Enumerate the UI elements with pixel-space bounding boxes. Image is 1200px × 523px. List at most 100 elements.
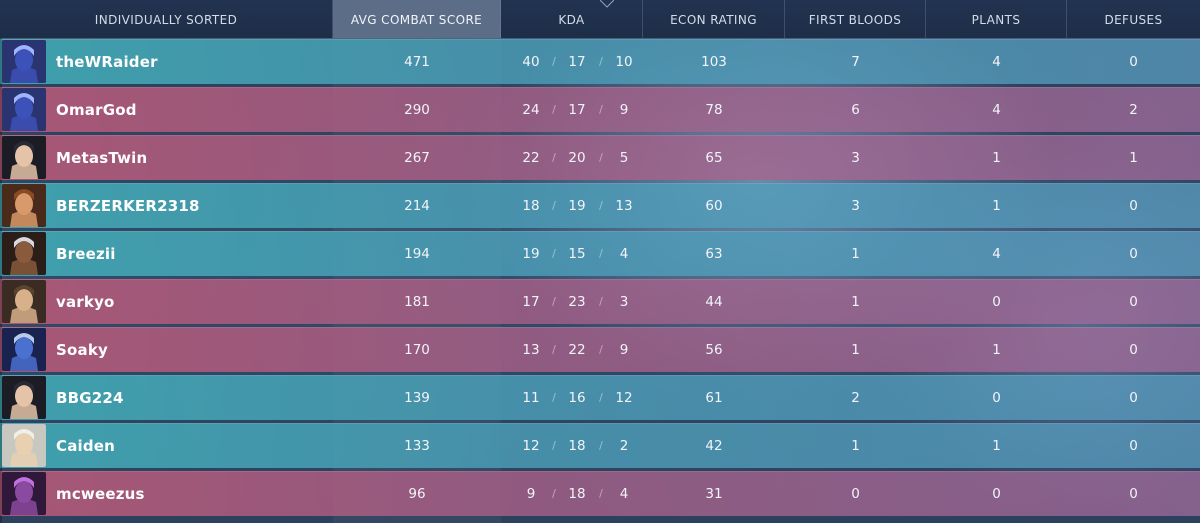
player-row[interactable]: Breezii 194 19 / 15 / 4 63 1 4 0 — [0, 231, 1200, 276]
econ-rating-value: 78 — [705, 102, 723, 118]
kda-sort-notch-icon — [600, 0, 614, 8]
kda-separator: / — [599, 343, 603, 356]
player-row[interactable]: varkyo 181 17 / 23 / 3 44 1 0 0 — [0, 279, 1200, 324]
player-row[interactable]: theWRaider 471 40 / 17 / 10 103 7 4 0 — [0, 39, 1200, 84]
acs-value: 267 — [404, 150, 430, 166]
first-bloods-value: 2 — [851, 390, 860, 406]
acs-value: 290 — [404, 102, 430, 118]
assists-value: 4 — [619, 486, 629, 502]
deaths-value: 18 — [568, 438, 586, 454]
kda-separator: / — [599, 391, 603, 404]
econ-rating-value: 44 — [705, 294, 723, 310]
defuses-value: 0 — [1129, 486, 1138, 502]
row-divider — [0, 183, 1200, 184]
header-avg-combat-score[interactable]: AVG COMBAT SCORE — [333, 0, 501, 38]
kills-value: 19 — [522, 246, 540, 262]
plants-value: 4 — [992, 102, 1001, 118]
first-bloods-value: 6 — [851, 102, 860, 118]
player-name: Caiden — [56, 437, 116, 455]
acs-value: 133 — [404, 438, 430, 454]
kills-value: 17 — [522, 294, 540, 310]
plants-value: 1 — [992, 438, 1001, 454]
row-divider — [0, 327, 1200, 328]
row-divider — [0, 423, 1200, 424]
kda-separator: / — [552, 439, 556, 452]
kda-separator: / — [552, 487, 556, 500]
header-kda[interactable]: KDA — [501, 0, 643, 38]
deaths-value: 20 — [568, 150, 586, 166]
defuses-value: 0 — [1129, 438, 1138, 454]
kda-separator: / — [599, 439, 603, 452]
player-row[interactable]: mcweezus 96 9 / 18 / 4 31 0 0 0 — [0, 471, 1200, 516]
row-divider — [0, 87, 1200, 88]
header-econ-rating[interactable]: ECON RATING — [643, 0, 785, 38]
defuses-value: 0 — [1129, 294, 1138, 310]
player-row[interactable]: Caiden 133 12 / 18 / 2 42 1 1 0 — [0, 423, 1200, 468]
first-bloods-value: 3 — [851, 150, 860, 166]
player-row[interactable]: Soaky 170 13 / 22 / 9 56 1 1 0 — [0, 327, 1200, 372]
kda-separator: / — [599, 103, 603, 116]
acs-value: 181 — [404, 294, 430, 310]
player-name: mcweezus — [56, 485, 145, 503]
defuses-value: 2 — [1129, 102, 1138, 118]
agent-brimstone-icon — [2, 184, 46, 227]
agent-sage-icon — [2, 376, 46, 419]
kda-separator: / — [552, 391, 556, 404]
agent-yoru-icon — [2, 328, 46, 371]
first-bloods-value: 1 — [851, 342, 860, 358]
player-row[interactable]: BERZERKER2318 214 18 / 19 / 13 60 3 1 0 — [0, 183, 1200, 228]
kda-separator: / — [599, 151, 603, 164]
row-divider — [0, 471, 1200, 472]
header-first-bloods[interactable]: FIRST BLOODS — [785, 0, 926, 38]
player-row[interactable]: MetasTwin 267 22 / 20 / 5 65 3 1 1 — [0, 135, 1200, 180]
kda-separator: / — [552, 343, 556, 356]
econ-rating-value: 103 — [701, 54, 727, 70]
row-divider — [0, 375, 1200, 376]
header-defuses[interactable]: DEFUSES — [1104, 13, 1163, 27]
player-name: Breezii — [56, 245, 116, 263]
econ-rating-value: 42 — [705, 438, 723, 454]
kills-value: 40 — [522, 54, 540, 70]
kills-value: 22 — [522, 150, 540, 166]
assists-value: 9 — [619, 342, 629, 358]
econ-rating-value: 61 — [705, 390, 723, 406]
defuses-value: 0 — [1129, 390, 1138, 406]
player-row[interactable]: BBG224 139 11 / 16 / 12 61 2 0 0 — [0, 375, 1200, 420]
deaths-value: 23 — [568, 294, 586, 310]
first-bloods-value: 7 — [851, 54, 860, 70]
plants-value: 0 — [992, 486, 1001, 502]
row-divider — [0, 279, 1200, 280]
assists-value: 10 — [615, 54, 633, 70]
first-bloods-value: 1 — [851, 246, 860, 262]
agent-reyna-icon — [2, 472, 46, 515]
first-bloods-value: 0 — [851, 486, 860, 502]
plants-value: 4 — [992, 54, 1001, 70]
kda-separator: / — [599, 247, 603, 260]
player-name: Soaky — [56, 341, 108, 359]
acs-value: 471 — [404, 54, 430, 70]
assists-value: 2 — [619, 438, 629, 454]
kda-separator: / — [552, 55, 556, 68]
assists-value: 5 — [619, 150, 629, 166]
deaths-value: 18 — [568, 486, 586, 502]
acs-value: 214 — [404, 198, 430, 214]
defuses-value: 0 — [1129, 198, 1138, 214]
row-divider — [0, 135, 1200, 136]
player-name: OmarGod — [56, 101, 137, 119]
plants-value: 1 — [992, 198, 1001, 214]
player-row[interactable]: OmarGod 290 24 / 17 / 9 78 6 4 2 — [0, 87, 1200, 132]
deaths-value: 15 — [568, 246, 586, 262]
header-sort-mode[interactable]: INDIVIDUALLY SORTED — [0, 0, 333, 38]
player-name: varkyo — [56, 293, 115, 311]
left-edge — [0, 38, 2, 523]
row-divider — [0, 39, 1200, 40]
deaths-value: 19 — [568, 198, 586, 214]
header-plants[interactable]: PLANTS — [926, 0, 1067, 38]
agent-phoenix-icon — [2, 232, 46, 275]
kda-separator: / — [599, 295, 603, 308]
assists-value: 3 — [619, 294, 629, 310]
first-bloods-value: 1 — [851, 294, 860, 310]
assists-value: 4 — [619, 246, 629, 262]
agent-omen-icon — [2, 88, 46, 131]
agent-omen-icon — [2, 40, 46, 83]
